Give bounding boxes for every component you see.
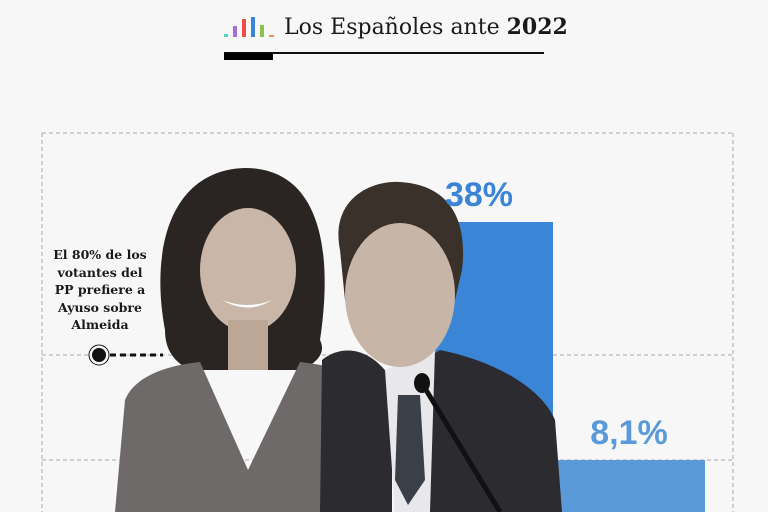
bar-almeida xyxy=(553,460,705,512)
bar-chart-logo-icon xyxy=(224,17,274,37)
title-year: 2022 xyxy=(506,14,568,40)
almeida-photo xyxy=(320,181,562,512)
title-underline xyxy=(224,52,544,54)
data-label: 8,1% xyxy=(590,414,668,452)
annotation-pointer xyxy=(88,344,163,366)
data-label: 38% xyxy=(445,176,513,214)
header: Los Españoles ante 2022 xyxy=(224,12,568,62)
title-underline-accent xyxy=(224,53,273,60)
annotation-text: El 80% de los votantes del PP prefiere a… xyxy=(53,247,147,332)
title-text: Los Españoles ante xyxy=(284,15,500,40)
page-title: Los Españoles ante 2022 xyxy=(284,14,568,40)
